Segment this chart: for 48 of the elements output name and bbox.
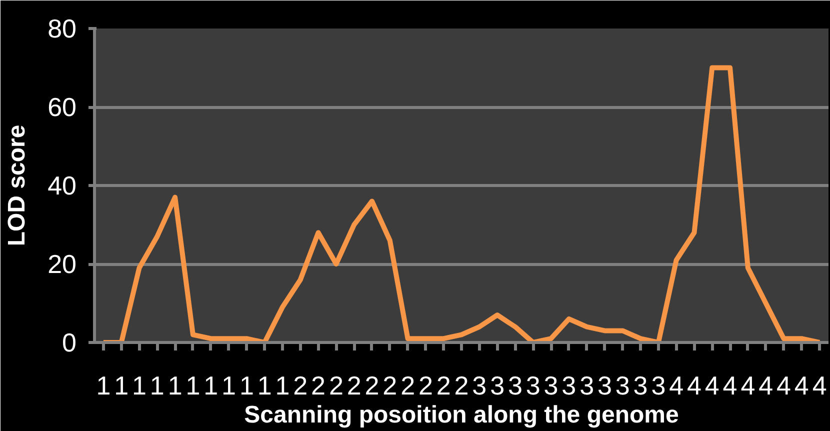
x-tick-label: 2 — [418, 370, 433, 400]
x-tick-label: 4 — [740, 370, 756, 400]
x-tick-label: 3 — [580, 370, 594, 400]
x-tick-label: 3 — [526, 370, 540, 400]
x-tick-label: 1 — [239, 370, 254, 400]
x-tick-label: 4 — [669, 370, 684, 400]
x-tick-label: 1 — [132, 370, 146, 400]
x-tick-label: 3 — [472, 370, 487, 400]
y-tick-label: 80 — [48, 14, 76, 44]
x-tick-label: 4 — [704, 370, 720, 400]
x-tick-label: 3 — [508, 370, 522, 400]
x-tick-label: 1 — [114, 370, 129, 400]
y-tick-label: 0 — [62, 328, 77, 358]
x-tick-label: 3 — [651, 370, 666, 400]
x-tick-label: 3 — [544, 370, 558, 400]
x-tick-label: 2 — [436, 370, 451, 400]
x-tick-label: 1 — [204, 370, 218, 400]
x-tick-label: 2 — [400, 370, 416, 400]
y-tick-label: 20 — [48, 249, 76, 279]
x-tick-label: 1 — [222, 370, 236, 400]
x-tick-label: 2 — [293, 370, 308, 400]
x-tick-label: 4 — [758, 370, 774, 400]
x-tick-label: 2 — [346, 370, 362, 400]
x-tick-label: 3 — [633, 370, 648, 400]
x-tick-label: 2 — [364, 370, 380, 400]
x-tick-label: 4 — [687, 370, 702, 400]
y-tick-label: 40 — [48, 170, 76, 200]
x-tick-label: 3 — [490, 370, 505, 400]
x-tick-label: 3 — [562, 370, 576, 400]
x-tick-label: 4 — [794, 370, 809, 400]
x-tick-label: 3 — [597, 370, 612, 400]
x-tick-label: 2 — [454, 370, 469, 400]
x-tick-label: 1 — [275, 370, 290, 400]
x-axis-title: Scanning posoition along the genome — [244, 402, 679, 428]
x-tick-label: 1 — [186, 370, 200, 400]
y-axis-title: LOD score — [4, 124, 31, 246]
x-tick-label: 1 — [150, 370, 164, 400]
x-tick-label: 2 — [311, 370, 326, 400]
x-tick-label: 2 — [328, 370, 344, 400]
x-tick-label: 2 — [382, 370, 398, 400]
x-tick-label: 1 — [168, 370, 182, 400]
x-tick-label: 3 — [615, 370, 630, 400]
x-tick-label: 4 — [776, 370, 791, 400]
x-tick-label: 1 — [257, 370, 272, 400]
x-tick-label: 4 — [722, 370, 738, 400]
y-tick-label: 60 — [48, 92, 76, 122]
x-tick-label: 1 — [96, 370, 111, 400]
x-tick-label: 4 — [812, 370, 827, 400]
